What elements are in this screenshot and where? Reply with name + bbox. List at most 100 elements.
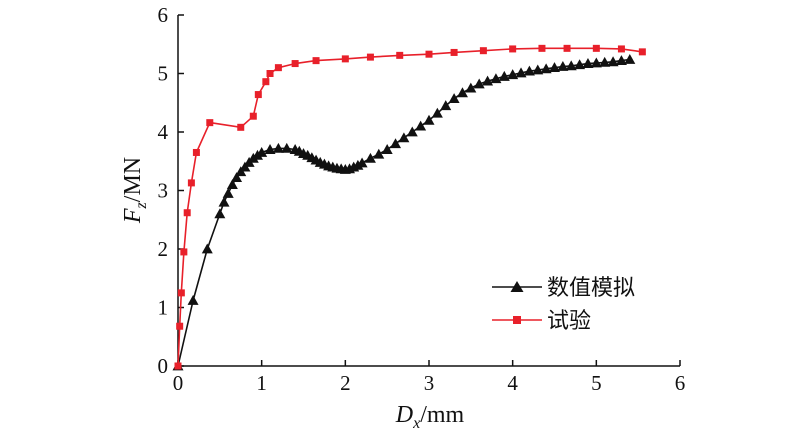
data-point-triangle xyxy=(222,187,234,198)
y-tick-label: 4 xyxy=(158,120,169,144)
data-point-square xyxy=(396,51,404,59)
data-point-triangle xyxy=(574,59,586,70)
data-point-square xyxy=(192,148,200,156)
data-point-triangle xyxy=(356,157,368,168)
data-point-triangle xyxy=(281,142,293,153)
data-point-triangle xyxy=(565,60,577,71)
data-point-triangle xyxy=(373,148,385,159)
y-tick-label: 3 xyxy=(158,179,169,203)
data-point-triangle xyxy=(406,126,418,137)
y-axis-title-subscript: z xyxy=(133,201,150,209)
data-point-triangle xyxy=(231,172,243,183)
data-point-triangle xyxy=(507,69,519,80)
legend-item-experiment: 试验 xyxy=(492,309,591,334)
y-axis-title: Fz/MN xyxy=(120,157,150,224)
legend-item-simulation: 数值模拟 xyxy=(492,276,635,301)
x-axis-ticks: 0 1 2 3 4 5 6 xyxy=(173,360,686,395)
data-point-square xyxy=(254,91,262,99)
data-point-triangle xyxy=(515,67,527,78)
data-point-square xyxy=(592,44,600,52)
data-point-triangle xyxy=(590,57,602,68)
data-point-square xyxy=(638,48,646,56)
data-point-triangle xyxy=(490,73,502,84)
data-point-square xyxy=(617,45,625,53)
data-point-triangle xyxy=(532,64,544,75)
data-point-triangle xyxy=(256,146,268,157)
x-tick-label: 1 xyxy=(256,371,267,395)
data-point-square xyxy=(266,70,274,77)
data-point-triangle xyxy=(440,100,452,111)
data-point-triangle xyxy=(423,114,435,125)
data-point-square xyxy=(312,57,320,65)
x-tick-label: 2 xyxy=(340,371,351,395)
data-point-triangle xyxy=(272,142,284,153)
data-point-triangle xyxy=(549,62,560,73)
data-point-square xyxy=(274,64,282,72)
data-point-square xyxy=(174,362,182,370)
data-point-square xyxy=(425,50,433,58)
plot-area: 0 1 2 3 4 5 6 0 1 2 3 4 5 6 xyxy=(158,3,686,395)
data-point-triangle xyxy=(624,53,636,64)
data-point-square xyxy=(183,209,191,217)
data-point-square xyxy=(341,55,349,63)
data-point-triangle xyxy=(214,208,226,219)
data-point-triangle xyxy=(599,56,611,67)
data-point-triangle xyxy=(364,152,376,163)
x-tick-label: 0 xyxy=(173,371,184,395)
data-point-triangle xyxy=(523,65,535,76)
data-point-square xyxy=(176,322,184,330)
data-point-triangle xyxy=(615,55,627,66)
y-axis-title-main: F xyxy=(120,208,146,224)
data-point-triangle xyxy=(201,243,213,254)
data-point-triangle xyxy=(415,120,427,131)
x-tick-label: 4 xyxy=(507,371,518,395)
x-tick-label: 6 xyxy=(675,371,686,395)
data-point-triangle xyxy=(264,144,276,154)
legend: 数值模拟 试验 xyxy=(492,276,635,334)
y-tick-label: 1 xyxy=(158,296,169,320)
data-point-triangle xyxy=(498,70,510,81)
data-point-square xyxy=(450,48,458,56)
data-point-triangle xyxy=(473,78,485,89)
data-point-square xyxy=(366,53,374,61)
data-point-triangle xyxy=(431,107,443,118)
data-point-triangle xyxy=(398,132,410,143)
data-point-triangle xyxy=(582,58,594,68)
legend-marker-triangle xyxy=(510,281,524,292)
data-point-triangle xyxy=(482,75,494,86)
data-point-square xyxy=(563,44,571,52)
y-tick-label: 6 xyxy=(158,3,169,27)
data-point-triangle xyxy=(381,144,393,154)
data-point-square xyxy=(237,123,245,131)
series-experiment xyxy=(174,44,646,370)
x-tick-label: 5 xyxy=(591,371,602,395)
y-tick-label: 5 xyxy=(158,62,169,86)
data-point-triangle xyxy=(448,93,460,104)
y-tick-label: 0 xyxy=(158,354,169,378)
data-point-square xyxy=(291,60,299,68)
x-axis-title-unit: /mm xyxy=(420,402,464,428)
data-point-square xyxy=(538,44,546,52)
data-point-square xyxy=(177,289,185,297)
data-point-triangle xyxy=(390,138,402,149)
x-axis-title-main: D xyxy=(395,402,413,428)
y-axis-title-unit: /MN xyxy=(120,157,146,202)
data-point-square xyxy=(206,119,214,127)
data-point-square xyxy=(509,45,517,53)
legend-label-simulation: 数值模拟 xyxy=(547,276,635,301)
data-point-square xyxy=(249,112,257,120)
legend-label-experiment: 试验 xyxy=(547,309,591,334)
data-point-triangle xyxy=(218,196,230,207)
data-point-triangle xyxy=(456,87,468,98)
data-point-square xyxy=(180,248,188,256)
series-line xyxy=(177,47,643,367)
y-axis-ticks: 0 1 2 3 4 5 6 xyxy=(158,3,184,378)
data-point-triangle xyxy=(465,82,477,93)
series-layer xyxy=(172,44,646,371)
series-simulation xyxy=(172,53,636,371)
data-point-triangle xyxy=(607,56,619,67)
data-point-triangle xyxy=(187,294,199,305)
data-point-triangle xyxy=(540,63,552,74)
legend-marker-square xyxy=(513,316,521,324)
